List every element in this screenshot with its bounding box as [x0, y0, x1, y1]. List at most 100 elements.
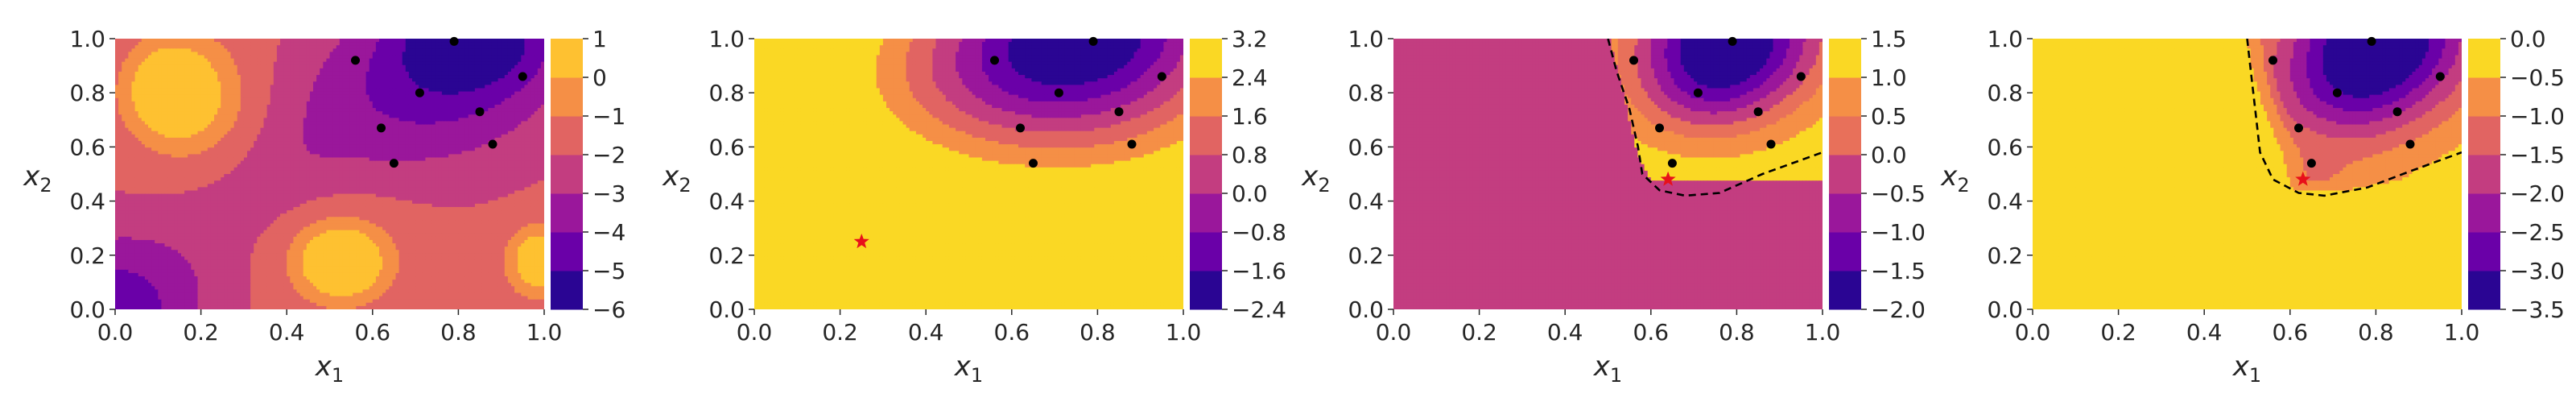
y-tick-label: 1.0 — [69, 26, 105, 52]
colorbar-band — [1190, 116, 1222, 155]
data-point — [1128, 140, 1137, 149]
colorbar-tick-label: −1.5 — [1871, 258, 1926, 284]
y-tick-label: 1.0 — [1987, 26, 2023, 52]
colorbar-band — [2468, 232, 2500, 271]
data-point — [1655, 123, 1664, 132]
colorbar-band — [1190, 193, 1222, 233]
y-tick-label: 0.8 — [1987, 80, 2023, 106]
colorbar-tick-label: −6 — [592, 296, 625, 323]
colorbar-tick-label: 2.4 — [1232, 64, 1268, 91]
data-point — [1728, 37, 1737, 46]
x-tick-label: 1.0 — [2444, 319, 2480, 346]
y-axis-label: x2 — [1940, 160, 1969, 197]
colorbar-band — [1190, 39, 1222, 78]
colorbar-tick-label: −0.8 — [1232, 219, 1286, 246]
colorbar-tick-label: 0 — [592, 64, 607, 91]
y-tick-label: 0.8 — [1348, 80, 1384, 106]
colorbar-tick-label: −2.5 — [2510, 219, 2565, 246]
colorbar-tick-label: 0.8 — [1232, 142, 1268, 168]
colorbar-tick-label: −2.0 — [1871, 296, 1926, 323]
data-point — [377, 123, 386, 132]
x-tick-label: 0.4 — [908, 319, 944, 346]
colorbar-band — [551, 116, 583, 155]
y-tick-label: 0.2 — [708, 242, 745, 269]
y-tick-label: 0.0 — [69, 296, 105, 323]
data-point — [415, 89, 424, 97]
data-point — [2307, 159, 2316, 168]
y-tick-label: 0.4 — [1987, 188, 2023, 215]
colorbar-band — [1829, 116, 1861, 155]
colorbar-band — [551, 232, 583, 271]
y-tick-label: 0.4 — [69, 188, 105, 215]
colorbar-band — [551, 39, 583, 78]
colorbar-band — [2468, 39, 2500, 78]
data-point — [1754, 107, 1763, 116]
colorbar-tick-label: −5 — [592, 258, 625, 284]
colorbar-tick-label: 0.0 — [2510, 26, 2546, 52]
data-point — [1767, 140, 1776, 149]
data-point — [1089, 37, 1098, 46]
data-point — [390, 159, 398, 168]
colorbar-band — [2468, 155, 2500, 194]
y-axis-label: x2 — [23, 160, 52, 197]
data-point — [450, 37, 459, 46]
y-tick-label: 0.8 — [69, 80, 105, 106]
x-tick-label: 1.0 — [1166, 319, 1202, 346]
colorbar: −3.5−3.0−2.5−2.0−1.5−1.0−0.50.0 — [2468, 26, 2565, 323]
data-point — [1115, 107, 1124, 116]
colorbar-tick-label: 1.0 — [1871, 64, 1907, 91]
data-point — [1158, 72, 1166, 81]
data-point — [489, 140, 497, 149]
colorbar-band — [2468, 77, 2500, 117]
colorbar-tick-label: −3.0 — [2510, 258, 2565, 284]
data-point — [2294, 123, 2303, 132]
colorbar-band — [1829, 193, 1861, 233]
colorbar-band — [2468, 193, 2500, 233]
contour-fill — [754, 39, 1184, 310]
x-tick-label: 0.8 — [2358, 319, 2394, 346]
data-point — [2268, 56, 2277, 64]
x-tick-label: 1.0 — [526, 319, 563, 346]
y-tick-label: 1.0 — [708, 26, 745, 52]
colorbar-tick-label: 1.6 — [1232, 103, 1268, 130]
x-tick-label: 0.8 — [1080, 319, 1116, 346]
colorbar-band — [551, 193, 583, 233]
x-tick-label: 0.2 — [1461, 319, 1497, 346]
colorbar-tick-label: −1.0 — [2510, 103, 2565, 130]
y-axis-label: x2 — [1301, 160, 1330, 197]
contour-fill — [2033, 39, 2462, 310]
data-point — [990, 56, 999, 64]
x-tick-label: 1.0 — [1805, 319, 1841, 346]
colorbar-tick-label: −1.6 — [1232, 258, 1286, 284]
x-axis-label: x1 — [315, 350, 344, 387]
colorbar-band — [551, 271, 583, 310]
y-tick-label: 0.4 — [708, 188, 745, 215]
colorbar-band — [1829, 39, 1861, 78]
y-tick-label: 0.2 — [69, 242, 105, 269]
y-tick-label: 0.4 — [1348, 188, 1384, 215]
colorbar-band — [1190, 271, 1222, 310]
data-point — [2393, 107, 2402, 116]
data-point — [476, 107, 485, 116]
x-tick-label: 0.4 — [2186, 319, 2223, 346]
colorbar-band — [1190, 232, 1222, 271]
x-tick-label: 0.6 — [355, 319, 391, 346]
colorbar-tick-label: −0.5 — [2510, 64, 2565, 91]
colorbar-tick-label: −2.4 — [1232, 296, 1286, 323]
colorbar-tick-label: 3.2 — [1232, 26, 1268, 52]
y-tick-label: 0.0 — [708, 296, 745, 323]
x-tick-label: 0.2 — [183, 319, 219, 346]
x-axis-label: x1 — [954, 350, 983, 387]
colorbar-tick-label: 0.0 — [1232, 180, 1268, 207]
data-point — [2436, 72, 2445, 81]
colorbar: −2.0−1.5−1.0−0.50.00.51.01.5 — [1829, 26, 1926, 323]
colorbar-tick-label: −3.5 — [2510, 296, 2565, 323]
colorbar-band — [551, 155, 583, 194]
contour-fill — [115, 39, 545, 310]
colorbar-tick-label: −2.0 — [2510, 180, 2565, 207]
data-point — [351, 56, 360, 64]
colorbar-band — [551, 77, 583, 117]
